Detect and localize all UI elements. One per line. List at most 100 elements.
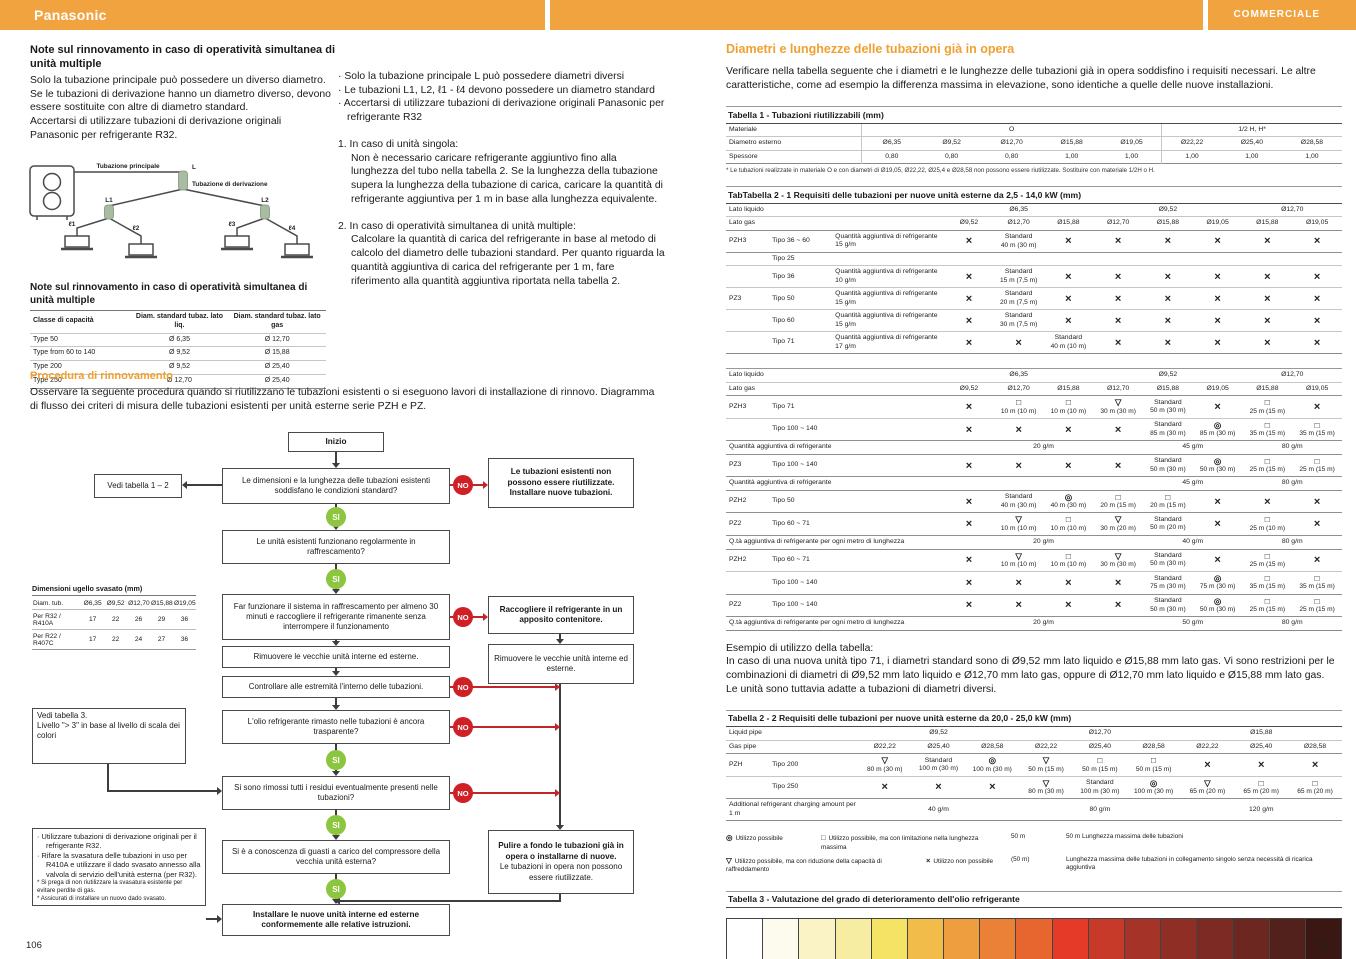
oil-scale-step: 6,0	[1161, 918, 1198, 959]
x-symbol-icon: ×	[1313, 314, 1321, 327]
numbered-item: 2. In caso di operatività simultanea di …	[338, 220, 666, 289]
legend-desc: 50 m Lunghezza massima delle tubazioni	[1066, 833, 1184, 841]
square-symbol-icon: □	[821, 833, 826, 843]
oil-scale-swatch	[1197, 918, 1234, 959]
sq-symbol-icon: □	[1065, 397, 1071, 408]
diagram-label-l3: ℓ3	[228, 221, 236, 228]
tabella-3-block: Tabella 3 - Valutazione del grado di det…	[726, 890, 1342, 959]
connector-line	[335, 897, 561, 905]
legend-row: ◎ Utilizzo possibile □ Utilizzo possibile,…	[726, 833, 1342, 852]
x-symbol-icon: ×	[1114, 459, 1122, 472]
oil-scale-step: 7,5	[1269, 918, 1306, 959]
x-symbol-icon: ×	[1264, 336, 1271, 349]
example-title: Esempio di utilizzo della tabella:	[726, 642, 874, 654]
no-connector-line	[450, 723, 560, 731]
x-symbol-icon: ×	[1313, 400, 1321, 413]
x-symbol-icon: ×	[926, 855, 931, 865]
ref-table-3-line2: Livello "> 3" in base al livello di scal…	[37, 721, 180, 741]
connector-line	[332, 639, 340, 646]
flare-table-title: Dimensioni ugello svasato (mm)	[32, 584, 196, 596]
procedure-title: Procedura di rinnovamento	[30, 370, 174, 382]
no-connector-line	[450, 683, 560, 691]
diagram-label-main-pipe: Tubazione principale	[96, 163, 160, 170]
sq-symbol-icon: □	[1314, 595, 1320, 606]
outdoor-unit	[29, 165, 75, 217]
tabella-1-block: Tabella 1 - Tubazioni riutilizzabili (mm…	[726, 106, 1342, 174]
bullet-item: Solo la tubazione principale L può posse…	[338, 70, 666, 84]
tr-symbol-icon: ▽	[881, 755, 888, 766]
sq-symbol-icon: □	[1165, 491, 1171, 502]
oil-scale-step: 3,0	[944, 918, 981, 959]
x-symbol-icon: ×	[1015, 599, 1022, 612]
sq-symbol-icon: □	[1312, 777, 1318, 788]
si-badge: SI	[326, 750, 346, 770]
branch-joint	[260, 204, 270, 220]
tr-symbol-icon: ▽	[1042, 777, 1050, 788]
flow-final-install-box: Installare le nuove unità interne ed est…	[222, 904, 450, 936]
x-symbol-icon: ×	[1214, 495, 1221, 508]
x-symbol-icon: ×	[1015, 336, 1022, 349]
oil-scale-step: 1,0	[799, 918, 836, 959]
flow-question-oil-transparent: L'olio refrigerante rimasto nelle tubazi…	[222, 710, 450, 744]
note-asterisk: * Assicurati di installare un nuovo dado…	[37, 894, 167, 902]
right-page-intro: Verificare nella tabella seguente che i …	[726, 66, 1316, 91]
diagram-label-branch-pipe: Tubazione di derivazione	[192, 181, 268, 188]
x-symbol-icon: ×	[1214, 336, 1221, 349]
procedure-intro: Osservare la seguente procedura quando s…	[30, 387, 655, 412]
x-symbol-icon: ×	[965, 336, 973, 349]
legend-item: × Utilizzo non possibile	[926, 856, 1011, 875]
ci-symbol-icon: ◎	[1213, 455, 1222, 466]
x-symbol-icon: ×	[1015, 576, 1022, 589]
oil-scale-swatch	[1269, 918, 1306, 959]
connector-line	[332, 452, 340, 468]
capacity-table: Classe di capacità Diam. standard tubaz. …	[30, 310, 326, 389]
oil-scale-step: 1,5	[835, 918, 872, 959]
ci-symbol-icon: ◎	[1213, 419, 1222, 430]
x-symbol-icon: ×	[881, 781, 888, 794]
tr-symbol-icon: ▽	[1015, 514, 1022, 525]
diagram-label-l2: ℓ2	[132, 225, 140, 232]
x-symbol-icon: ×	[1214, 314, 1221, 327]
flow-step-run-cooling: Far funzionare il sistema in raffrescame…	[222, 594, 450, 640]
paragraph: Se le tubazioni di derivazione hanno un …	[30, 88, 331, 114]
oil-scale-step: 2,5	[907, 918, 945, 959]
indoor-unit	[284, 243, 310, 256]
diagram-label-L2: L2	[261, 197, 269, 204]
sq-symbol-icon: □	[1314, 573, 1320, 584]
header-bar: Panasonic COMMERCIALE	[0, 0, 1356, 30]
oil-scale-step: 6,5	[1197, 918, 1234, 959]
sq-symbol-icon: □	[1314, 419, 1320, 430]
x-symbol-icon: ×	[989, 781, 996, 794]
x-symbol-icon: ×	[1114, 599, 1122, 612]
diagram-label-l1: ℓ1	[68, 221, 76, 228]
no-badge: NO	[453, 717, 473, 737]
sq-symbol-icon: □	[1264, 455, 1270, 466]
si-badge: SI	[326, 569, 346, 589]
header-divider	[545, 0, 550, 30]
connector-line	[556, 684, 564, 830]
oil-scale-swatch	[1088, 918, 1125, 959]
oil-scale-swatch	[799, 918, 836, 959]
x-symbol-icon: ×	[1214, 518, 1221, 531]
x-symbol-icon: ×	[1264, 270, 1271, 283]
diagram-label-l4: ℓ4	[288, 225, 296, 232]
oil-scale-swatch	[1124, 918, 1162, 959]
x-symbol-icon: ×	[1164, 336, 1172, 349]
legend-text: Utilizzo non possibile	[933, 857, 994, 865]
x-symbol-icon: ×	[935, 781, 942, 794]
sq-symbol-icon: □	[1264, 397, 1270, 408]
x-symbol-icon: ×	[965, 423, 973, 436]
x-symbol-icon: ×	[1313, 292, 1321, 305]
oil-scale-swatch	[871, 918, 908, 959]
renovation-flowchart: Inizio Le dimensioni e la lunghezza dell…	[30, 428, 670, 956]
x-symbol-icon: ×	[965, 314, 973, 327]
sq-symbol-icon: □	[1097, 755, 1103, 766]
table-usage-example: Esempio di utilizzo della tabella: In ca…	[726, 642, 1336, 697]
triangle-symbol-icon: ▽	[726, 855, 732, 865]
x-symbol-icon: ×	[1065, 576, 1072, 589]
oil-scale-step: 0	[727, 918, 764, 959]
ci-symbol-icon: ◎	[1213, 573, 1222, 584]
section-label: COMMERCIALE	[1233, 9, 1320, 20]
fan-icon	[42, 172, 62, 192]
